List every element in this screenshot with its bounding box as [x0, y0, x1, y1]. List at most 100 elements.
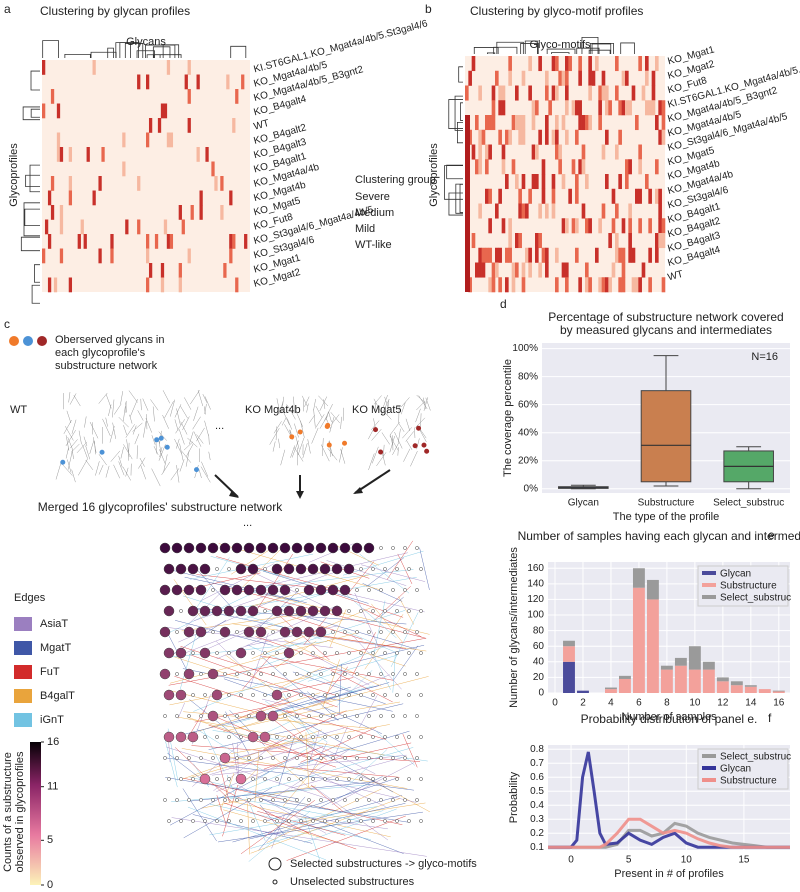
heatmap-cell — [488, 247, 492, 263]
network-node — [287, 819, 291, 823]
network-node — [327, 584, 339, 596]
network-node — [255, 626, 267, 638]
network-node — [395, 819, 399, 823]
network-edge — [258, 798, 409, 823]
network-edge — [283, 639, 382, 687]
network-edge — [220, 772, 235, 810]
heatmap-cell — [169, 234, 174, 249]
network-node — [187, 798, 191, 802]
y-tick-label: 0 — [538, 688, 544, 699]
network-node — [215, 819, 219, 823]
mini-node — [424, 448, 430, 454]
heatmap-cell — [508, 129, 512, 145]
heatmap-cell — [50, 176, 55, 191]
network-node — [287, 735, 291, 739]
network-node — [255, 584, 267, 596]
y-tick-label: 100 — [527, 610, 544, 621]
heatmap-cell — [541, 159, 546, 175]
colorbar-tick-label: 16 — [47, 736, 59, 748]
heatmap-cell — [528, 188, 532, 204]
network-node — [415, 630, 419, 634]
network-edge — [215, 641, 246, 670]
edge-label: iGnT — [40, 714, 64, 726]
heatmap-cell — [515, 115, 519, 131]
bar-segment — [744, 686, 757, 693]
network-node — [311, 819, 315, 823]
heatmap-cell — [187, 248, 191, 264]
heatmap-cell — [491, 277, 496, 293]
heatmap-cell — [601, 277, 606, 293]
network-node — [175, 731, 187, 743]
network-node — [271, 630, 275, 634]
y-tick-label: 0% — [524, 483, 539, 494]
network-edge — [259, 804, 286, 836]
network-node — [211, 588, 215, 592]
heatmap-cell — [598, 100, 602, 116]
network-node — [199, 756, 203, 760]
bar-segment — [646, 579, 659, 600]
network-node — [371, 777, 375, 781]
network-edge — [257, 676, 429, 721]
network-edge — [171, 784, 371, 803]
y-tick-label: 40 — [533, 656, 545, 667]
network-node — [235, 672, 239, 676]
bar-segment — [632, 568, 645, 588]
network-node — [343, 672, 347, 676]
heatmap-cell — [605, 277, 609, 293]
legend-dot — [37, 336, 47, 346]
network-node — [419, 567, 423, 571]
network-node — [419, 693, 423, 697]
x-tick-label: 15 — [738, 855, 750, 866]
network-edge — [254, 738, 324, 782]
x-axis-label: Present in # of profiles — [614, 868, 724, 880]
network-node — [191, 777, 195, 781]
network-edge — [343, 769, 385, 786]
heatmap-cell — [621, 218, 626, 234]
network-edge — [222, 705, 334, 732]
network-node — [259, 731, 271, 743]
network-node — [267, 584, 279, 596]
network-edge — [282, 712, 314, 749]
panel-letter: a — [4, 2, 11, 16]
heatmap-cell — [101, 147, 105, 162]
y-tick-label: 120 — [527, 594, 544, 605]
heatmap-cell — [551, 129, 556, 145]
heatmap-cell — [521, 70, 526, 86]
mini-node — [342, 440, 348, 446]
network-node — [219, 752, 231, 764]
heatmap-cell — [488, 218, 492, 234]
network-node — [343, 630, 347, 634]
network-node — [279, 584, 291, 596]
network-node — [295, 714, 299, 718]
network-node — [303, 584, 315, 596]
heatmap-cell — [585, 277, 589, 293]
network-node — [219, 584, 231, 596]
network-node — [239, 819, 243, 823]
network-edge — [242, 590, 333, 620]
network-edge — [242, 655, 271, 690]
heatmap-cell — [578, 159, 582, 175]
network-edge — [183, 787, 273, 839]
heatmap-cell — [588, 277, 592, 293]
heatmap-cell — [478, 129, 482, 145]
y-axis-label: The coverage percentile — [502, 359, 514, 477]
heatmap-cell — [628, 233, 632, 249]
heatmap-cell — [581, 159, 586, 175]
network-edge — [189, 776, 336, 812]
heatmap-cell — [137, 219, 141, 235]
heatmap-cell — [568, 56, 572, 72]
mini-network — [368, 394, 431, 471]
y-tick-label: 20% — [518, 455, 538, 466]
heatmap-cell — [615, 85, 619, 101]
heatmap-cell — [465, 85, 469, 101]
decoration — [20, 37, 666, 862]
network-edge — [200, 563, 275, 602]
network-node — [347, 735, 351, 739]
network-node — [219, 542, 231, 554]
network-node — [283, 605, 295, 617]
network-edge — [246, 796, 266, 841]
network-node — [319, 798, 323, 802]
network-node — [159, 584, 171, 596]
heatmap-cell — [655, 56, 659, 72]
network-node — [419, 735, 423, 739]
